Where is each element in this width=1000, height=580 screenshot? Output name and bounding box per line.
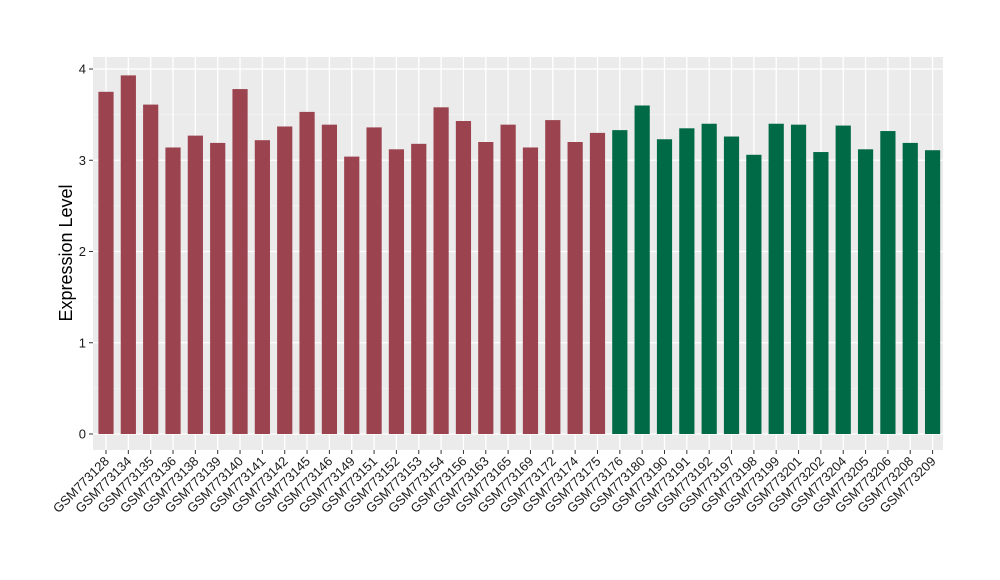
bar <box>98 91 114 434</box>
bar <box>165 147 181 434</box>
bar <box>813 152 829 434</box>
bar <box>232 89 248 434</box>
y-tick-label: 1 <box>79 335 86 350</box>
bar <box>612 130 628 434</box>
bar <box>433 107 449 434</box>
bar <box>634 105 650 434</box>
bar <box>321 124 337 434</box>
bar <box>254 140 270 435</box>
bar <box>545 120 561 434</box>
bar <box>723 136 740 434</box>
bar <box>187 135 203 435</box>
bar <box>835 125 851 434</box>
bar <box>344 156 360 434</box>
bar <box>366 127 382 435</box>
bar <box>120 75 136 434</box>
bar <box>857 149 874 435</box>
bar <box>746 154 762 434</box>
bar <box>455 121 472 434</box>
bar <box>679 128 695 434</box>
bar <box>500 124 516 434</box>
bar <box>299 111 315 434</box>
bar <box>411 143 427 434</box>
bar <box>768 123 784 434</box>
bar <box>478 142 494 434</box>
bar <box>210 142 226 434</box>
bar <box>589 132 606 434</box>
bar <box>902 142 918 434</box>
bar <box>656 139 673 434</box>
bar <box>924 150 941 434</box>
bar <box>880 131 896 435</box>
bars <box>98 75 941 435</box>
x-axis: GSM773128GSM773134GSM773135GSM773136GSM7… <box>50 450 939 516</box>
y-tick-label: 3 <box>79 153 86 168</box>
bar <box>388 149 405 435</box>
bar <box>277 126 293 435</box>
y-axis-title: Expression Level <box>56 184 76 321</box>
y-tick-label: 2 <box>79 244 86 259</box>
y-tick-label: 0 <box>79 427 86 442</box>
bar <box>567 142 583 434</box>
bar <box>143 104 159 435</box>
y-tick-label: 4 <box>79 62 86 77</box>
y-axis: 0 1 2 3 4 <box>79 62 93 442</box>
bar <box>522 147 539 434</box>
bar <box>701 123 717 434</box>
bar <box>790 124 807 434</box>
